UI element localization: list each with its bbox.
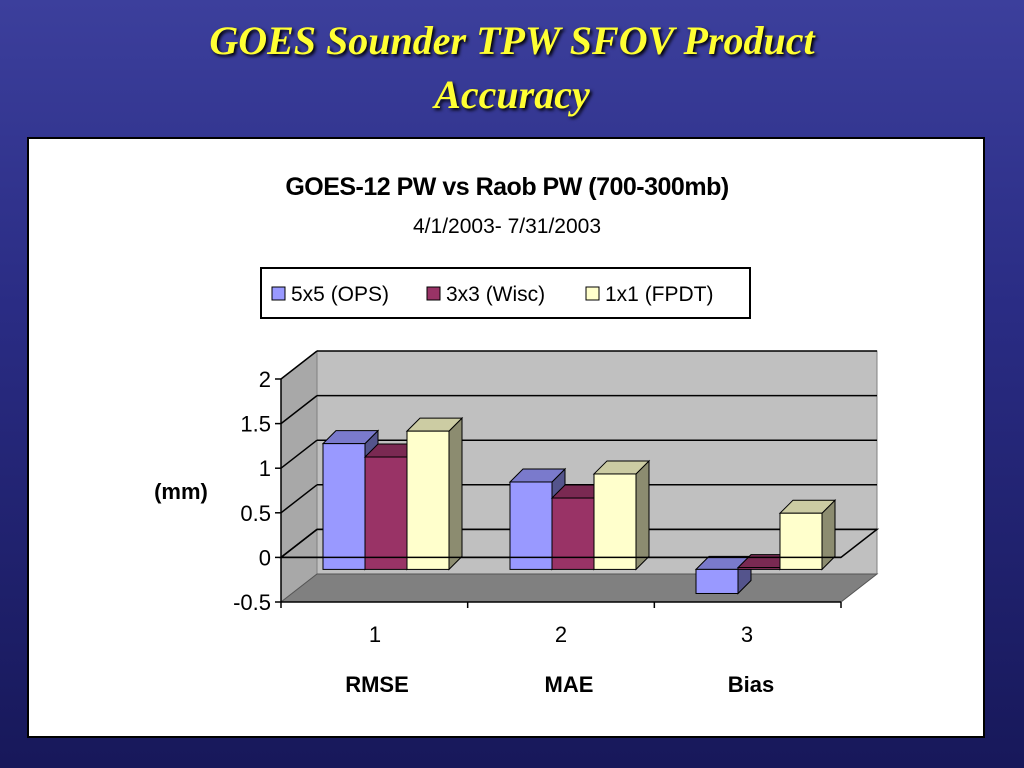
chart-subtitle: 4/1/2003- 7/31/2003 xyxy=(413,215,601,238)
gridline-side xyxy=(280,484,318,514)
bar-mae-series-3 xyxy=(592,459,651,571)
bar-front xyxy=(364,456,408,570)
category-label-mae: MAE xyxy=(545,672,594,697)
bar-front xyxy=(406,430,450,570)
floor xyxy=(279,573,879,603)
legend: 5x5 (OPS) 3x3 (Wisc) 1x1 (FPDT) xyxy=(260,267,751,319)
chart-title: GOES-12 PW vs Raob PW (700-300mb) xyxy=(285,173,729,201)
category-label-bias: Bias xyxy=(728,672,774,697)
y-tick-label: 2 xyxy=(259,367,271,392)
legend-label-3: 1x1 (FPDT) xyxy=(605,283,714,306)
bar-front xyxy=(737,567,781,570)
slide-title-line-1: GOES Sounder TPW SFOV Product xyxy=(209,18,815,63)
bar-bias-series-1 xyxy=(694,555,753,595)
y-tick-label: -0.5 xyxy=(233,590,271,615)
bar-side xyxy=(448,416,463,571)
plot-area xyxy=(278,349,880,604)
y-tick-label: 0 xyxy=(259,545,271,570)
bar-front xyxy=(779,512,823,570)
bar-chart: GOES-12 PW vs Raob PW (700-300mb) 4/1/20… xyxy=(154,173,880,697)
category-label-rmse: RMSE xyxy=(345,672,409,697)
bar-front xyxy=(322,443,366,570)
gridline-side xyxy=(280,439,318,469)
y-tick-label: 1.5 xyxy=(240,412,271,437)
side-wall xyxy=(280,349,318,604)
legend-swatch-2 xyxy=(426,286,441,301)
x-tick-label-1: 1 xyxy=(369,622,381,647)
bar-front xyxy=(509,481,553,570)
bar-front xyxy=(695,568,739,594)
gridline-side xyxy=(280,350,318,380)
legend-swatch-1 xyxy=(271,286,286,301)
legend-label-2: 3x3 (Wisc) xyxy=(446,283,545,306)
x-tick-label-3: 3 xyxy=(741,622,753,647)
bar-side xyxy=(635,459,650,571)
gridline-side xyxy=(280,395,318,425)
legend-swatch-3 xyxy=(585,286,600,301)
y-axis-label: (mm) xyxy=(154,479,208,504)
y-tick-label: 1 xyxy=(259,456,271,481)
x-tick-label-2: 2 xyxy=(555,622,567,647)
bar-rmse-series-3 xyxy=(405,416,464,571)
bar-front xyxy=(593,473,637,570)
legend-label-1: 5x5 (OPS) xyxy=(291,283,389,306)
legend-frame xyxy=(260,267,751,319)
slide-title: GOES Sounder TPW SFOV Product Accuracy xyxy=(0,14,1024,122)
bar-bias-series-3 xyxy=(778,498,837,571)
y-axis-ticks: 2 1.5 1 0.5 0 -0.5 xyxy=(233,367,842,615)
y-tick-label: 0.5 xyxy=(240,501,271,526)
x-axis-categories: 1 2 3 RMSE MAE Bias xyxy=(345,622,774,697)
chart-panel: GOES-12 PW vs Raob PW (700-300mb) 4/1/20… xyxy=(27,137,985,738)
bar-front xyxy=(551,497,595,570)
slide-title-line-2: Accuracy xyxy=(434,72,590,117)
